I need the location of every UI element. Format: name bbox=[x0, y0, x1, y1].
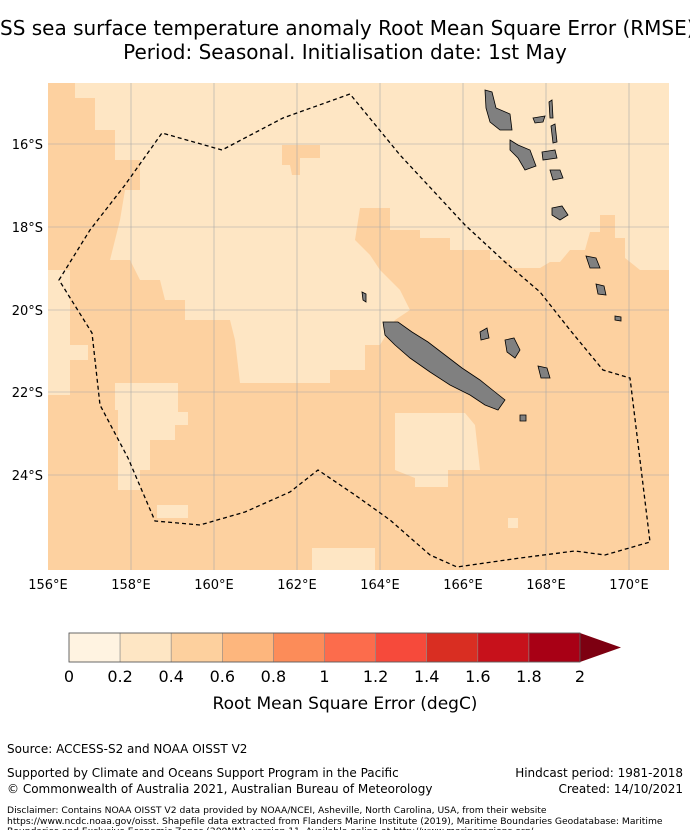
colorbar-tick-label: 1.4 bbox=[414, 667, 439, 686]
lat-tick-label: 20°S bbox=[12, 304, 43, 319]
colorbar-tick-label: 1 bbox=[319, 667, 329, 686]
lon-tick-label: 156°E bbox=[28, 578, 68, 593]
source-text: Source: ACCESS-S2 and NOAA OISST V2 bbox=[7, 742, 248, 756]
gridlines bbox=[48, 83, 669, 570]
belep-islands bbox=[361, 291, 367, 303]
lifou-island bbox=[504, 337, 521, 359]
colorbar-swatch bbox=[119, 632, 172, 663]
rmse-band-0.2-0.4 bbox=[48, 320, 518, 570]
lon-tick-label: 158°E bbox=[111, 578, 151, 593]
colorbar-extend-arrow bbox=[580, 633, 621, 662]
disclaimer-text: Disclaimer: Contains NOAA OISST V2 data … bbox=[7, 806, 663, 830]
lon-tick-label: 164°E bbox=[360, 578, 400, 593]
land-islands bbox=[361, 89, 622, 422]
colorbar-swatch bbox=[426, 632, 479, 663]
colorbar: 0 0.2 0.4 0.6 0.8 1 1.2 1.4 1.6 1.8 2 Ro… bbox=[64, 632, 621, 714]
erromango-island bbox=[585, 255, 601, 269]
colorbar-swatch bbox=[222, 632, 274, 663]
new-caledonia-grande-terre bbox=[382, 321, 506, 411]
map-subtitle: Period: Seasonal. Initialisation date: 1… bbox=[123, 40, 567, 64]
supported-text: Supported by Climate and Oceans Support … bbox=[7, 766, 399, 780]
colorbar-tick-label: 0.4 bbox=[158, 667, 183, 686]
lat-tick-labels: 16°S 18°S 20°S 22°S 24°S bbox=[12, 138, 43, 484]
maewo-island bbox=[532, 115, 546, 124]
aneityum-island bbox=[614, 315, 622, 322]
colorbar-outline bbox=[68, 632, 581, 663]
lon-tick-label: 170°E bbox=[609, 578, 649, 593]
colorbar-swatch bbox=[273, 632, 325, 663]
rmse-band-0.4-0.6 bbox=[48, 83, 669, 570]
colorbar-tick-label: 0.6 bbox=[210, 667, 235, 686]
mare-island bbox=[537, 365, 551, 379]
hindcast-period: Hindcast period: 1981-2018 bbox=[515, 766, 683, 780]
lon-tick-label: 166°E bbox=[443, 578, 483, 593]
colorbar-tick-label: 1.6 bbox=[465, 667, 490, 686]
epi-island bbox=[549, 169, 564, 181]
pentecost-island bbox=[550, 123, 558, 144]
colorbar-tick-label: 0.8 bbox=[261, 667, 286, 686]
lon-tick-label: 160°E bbox=[194, 578, 234, 593]
colorbar-swatch bbox=[375, 632, 428, 663]
colorbar-tick-label: 1.8 bbox=[516, 667, 541, 686]
colorbar-swatch bbox=[477, 632, 530, 663]
colorbar-tick-label: 0.2 bbox=[107, 667, 132, 686]
ambae-island bbox=[548, 99, 554, 119]
ouvea-island bbox=[479, 327, 490, 341]
colorbar-tick-label: 0 bbox=[64, 667, 74, 686]
colorbar-swatch bbox=[324, 632, 376, 663]
colorbar-swatch bbox=[528, 632, 581, 663]
map-title: SS sea surface temperature anomaly Root … bbox=[0, 16, 690, 40]
colorbar-swatch bbox=[68, 632, 121, 663]
lat-tick-label: 16°S bbox=[12, 138, 43, 153]
efate-island bbox=[551, 205, 569, 221]
eez-boundary bbox=[58, 93, 651, 568]
colorbar-tick-labels: 0 0.2 0.4 0.6 0.8 1 1.2 1.4 1.6 1.8 2 bbox=[64, 667, 585, 686]
lat-tick-label: 24°S bbox=[12, 469, 43, 484]
espiritu-santo-island bbox=[484, 89, 513, 131]
malakula-island bbox=[509, 139, 537, 171]
copyright-text: © Commonwealth of Australia 2021, Austra… bbox=[7, 782, 433, 796]
map-area bbox=[48, 83, 669, 570]
created-date: Created: 14/10/2021 bbox=[558, 782, 683, 796]
colorbar-swatch bbox=[170, 632, 223, 663]
lon-tick-label: 168°E bbox=[526, 578, 566, 593]
tanna-island bbox=[595, 283, 607, 296]
colorbar-tick-label: 1.2 bbox=[363, 667, 388, 686]
colorbar-swatches bbox=[68, 632, 581, 663]
lon-tick-labels: 156°E 158°E 160°E 162°E 164°E 166°E 168°… bbox=[28, 578, 649, 593]
colorbar-label: Root Mean Square Error (degC) bbox=[213, 694, 478, 714]
isle-of-pines bbox=[519, 414, 527, 422]
colorbar-tick-label: 2 bbox=[575, 667, 585, 686]
lat-tick-label: 18°S bbox=[12, 221, 43, 236]
lat-tick-label: 22°S bbox=[12, 386, 43, 401]
ambrym-island bbox=[541, 149, 558, 161]
lon-tick-label: 162°E bbox=[277, 578, 317, 593]
